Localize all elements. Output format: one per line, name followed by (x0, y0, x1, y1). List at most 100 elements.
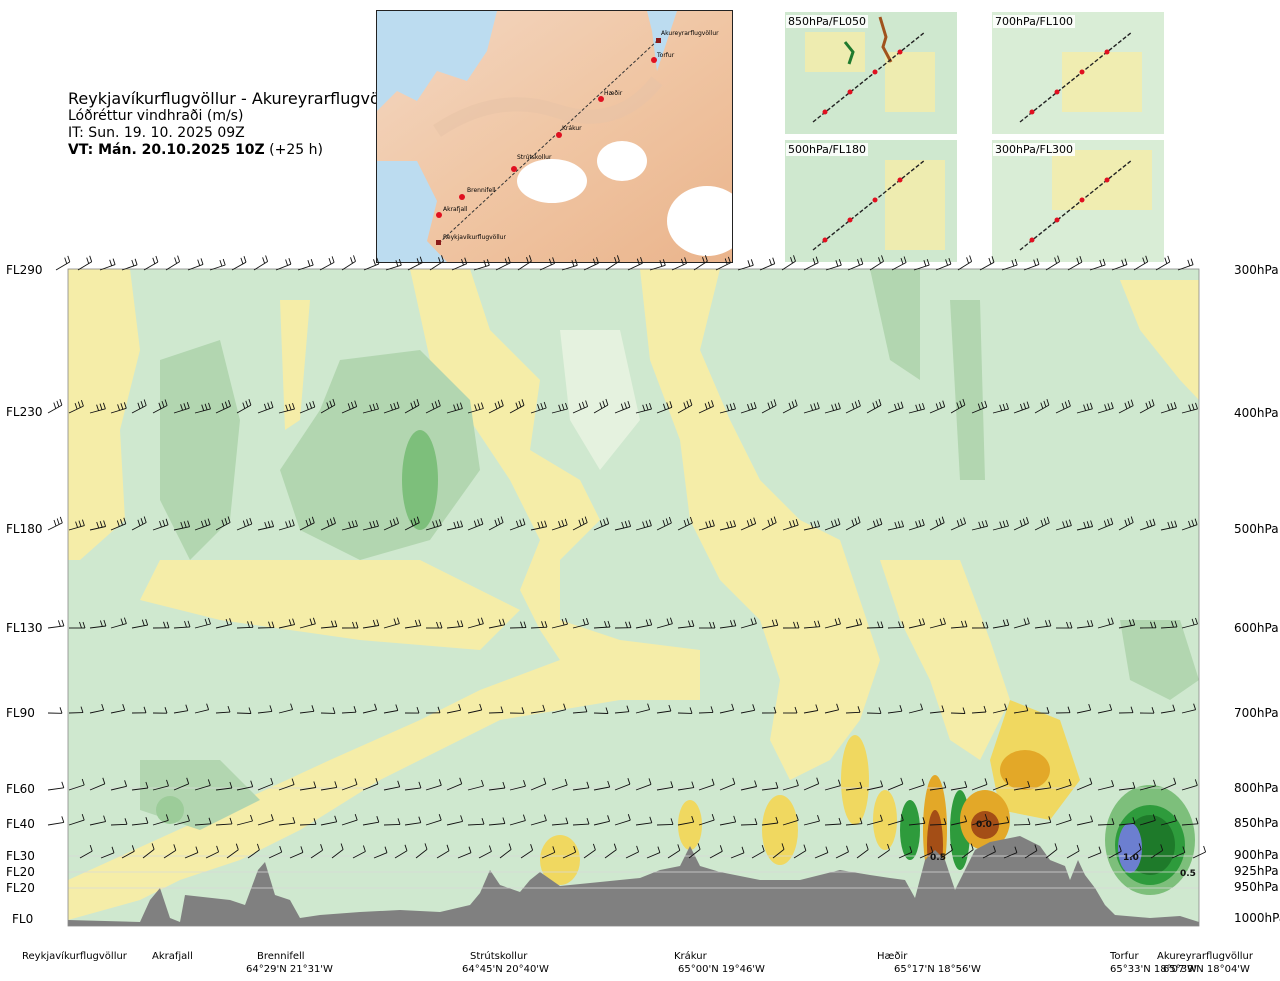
wind-barb-shaft (320, 821, 337, 826)
wind-barb-shaft (131, 787, 148, 791)
contour-label-1: 0.5 (930, 853, 946, 863)
wind-barb-feather (437, 706, 441, 713)
wind-barb-feather (1079, 255, 1083, 263)
fl-label-40: FL40 (6, 817, 35, 831)
wind-barb-shaft (404, 522, 420, 531)
wind-barb-feather (548, 258, 552, 266)
x-coord-torfur: 65°33'N 18°07'W (1110, 964, 1197, 975)
wind-barb-feather (431, 402, 435, 410)
wind-barb-feather (396, 617, 400, 624)
wind-barb-feather (159, 520, 162, 528)
wind-barb-shaft (257, 819, 274, 826)
wind-barb-feather (522, 518, 526, 525)
wind-barb-feather (89, 255, 93, 262)
wind-barb-feather (122, 704, 126, 711)
wind-barb-feather (143, 706, 147, 713)
wind-barb-shaft (656, 786, 673, 791)
wind-barb-feather (145, 618, 149, 626)
wind-barb-feather (793, 255, 796, 262)
hpa-label-850: 850hPa (1234, 816, 1279, 830)
wind-barb-feather (754, 780, 758, 787)
wind-barb-shaft (278, 525, 295, 531)
wind-barb-feather (326, 402, 330, 409)
wind-barb-feather (1011, 259, 1015, 267)
wind-barb-shaft (982, 851, 996, 859)
wind-barb-feather (793, 621, 796, 629)
wind-barb-feather (711, 519, 715, 526)
wind-barb-feather (438, 257, 441, 264)
mini-map-500-graphic (785, 140, 957, 262)
wind-barb-feather (74, 402, 78, 410)
wind-barb-shaft (89, 709, 104, 714)
wind-barb-shaft (257, 406, 274, 414)
wind-barb-shaft (761, 822, 778, 826)
map-place-akrafjall: Akrafjall (443, 206, 468, 213)
wind-barb-shaft (446, 820, 463, 826)
wind-barb-feather (117, 404, 121, 411)
wind-barb-feather (648, 519, 652, 526)
wind-barb-feather (733, 402, 736, 410)
wind-barb-feather (164, 707, 168, 714)
wind-barb-feather (528, 255, 532, 262)
wind-barb-feather (204, 618, 208, 626)
wind-barb-shaft (253, 261, 268, 271)
wind-barb-shaft (698, 784, 715, 791)
wind-barb-feather (668, 516, 672, 524)
hpa-label-600: 600hPa (1234, 621, 1279, 635)
wind-barb-feather (1160, 844, 1164, 851)
hpa-label-500: 500hPa (1234, 522, 1279, 536)
fl-label-230: FL230 (6, 405, 43, 419)
wind-barb-shaft (929, 823, 947, 826)
wind-barb-feather (219, 259, 223, 267)
wind-barb-shaft (1023, 263, 1040, 271)
wind-barb-feather (86, 257, 90, 264)
wind-barb-feather (761, 844, 765, 852)
wind-barb-shaft (436, 850, 450, 859)
wind-barb-shaft (530, 526, 547, 531)
wind-barb-feather (355, 519, 358, 527)
wind-barb-feather (543, 814, 547, 821)
wind-barb-feather (837, 402, 841, 409)
wind-barb-feather (79, 621, 82, 629)
wind-barb-feather (1043, 518, 1047, 525)
wind-barb-feather (1188, 520, 1191, 528)
wind-barb-feather (1148, 400, 1152, 408)
wind-barb-feather (416, 706, 420, 714)
wind-barb-feather (1089, 402, 1093, 409)
wind-barb-feather (347, 403, 351, 410)
wind-barb-feather (877, 621, 880, 628)
wind-barb-feather (747, 260, 751, 267)
wind-barb-feather (709, 621, 712, 629)
wind-barb-feather (901, 621, 905, 628)
wind-barb-feather (803, 844, 807, 851)
wind-barb-feather (328, 257, 332, 265)
wind-barb-feather (773, 399, 777, 406)
wind-barb-feather (838, 259, 842, 266)
wind-barb-feather (195, 846, 199, 853)
hpa-label-400: 400hPa (1234, 406, 1279, 420)
wind-barb-shaft (152, 524, 169, 531)
wind-barb-shaft (310, 849, 323, 859)
wind-barb-shaft (415, 849, 428, 859)
wind-barb-feather (775, 781, 779, 789)
wind-barb-feather (331, 256, 335, 263)
wind-barb-feather (309, 618, 313, 625)
wind-barb-feather (245, 400, 249, 407)
wind-barb-shaft (404, 404, 420, 414)
wind-barb-feather (835, 260, 839, 267)
wind-barb-feather (670, 781, 674, 788)
wind-barb-feather (964, 781, 968, 788)
wind-barb-feather (616, 255, 620, 262)
wind-barb-feather (733, 619, 737, 626)
wind-barb-feather (921, 778, 925, 786)
wind-barb-feather (268, 621, 271, 628)
wind-barb-feather (187, 620, 191, 628)
wind-barb-feather (1110, 517, 1114, 525)
wind-barb-shaft (593, 712, 609, 714)
wind-barb-feather (985, 520, 989, 527)
wind-barb-feather (794, 399, 798, 406)
wind-barb-feather (981, 402, 984, 409)
wind-barb-shaft (845, 405, 861, 414)
wind-barb-shaft (551, 524, 568, 531)
wind-barb-feather (669, 401, 673, 408)
